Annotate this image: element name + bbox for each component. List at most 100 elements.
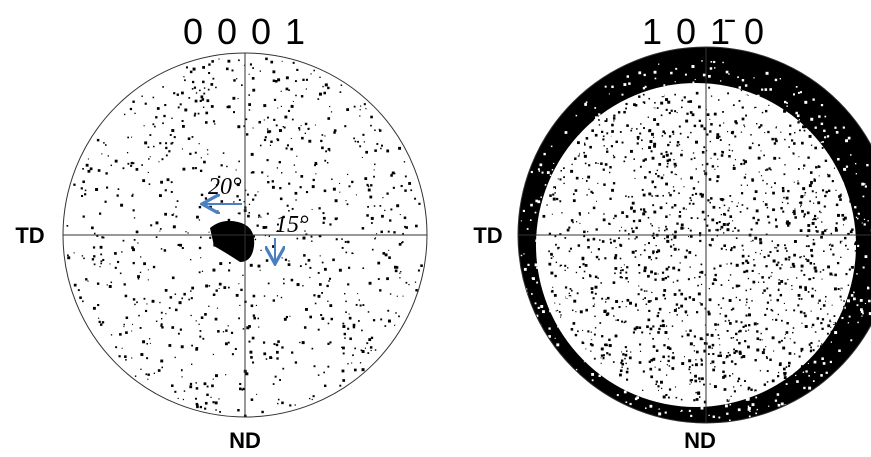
speck <box>252 127 254 129</box>
speck <box>692 152 695 154</box>
speck <box>237 408 240 412</box>
speck <box>701 377 704 381</box>
speck <box>613 256 617 260</box>
speck <box>809 261 813 265</box>
speck <box>341 346 343 348</box>
speck <box>604 343 608 347</box>
speck <box>708 287 711 290</box>
speck <box>159 228 162 230</box>
speck <box>101 153 103 155</box>
speck <box>655 172 657 175</box>
speck <box>651 180 654 183</box>
speck <box>653 136 655 138</box>
speck <box>568 323 571 326</box>
speck <box>536 314 539 317</box>
speck <box>212 77 215 80</box>
speck <box>709 140 712 143</box>
speck <box>227 218 231 222</box>
speck <box>640 288 643 291</box>
speck <box>685 330 687 332</box>
speck <box>840 193 842 195</box>
speck <box>89 167 93 171</box>
speck <box>298 129 301 131</box>
speck <box>683 356 686 358</box>
speck <box>610 358 612 360</box>
speck <box>189 70 193 74</box>
speck <box>740 184 743 186</box>
speck <box>159 230 161 232</box>
speck <box>634 304 637 307</box>
speck <box>798 350 801 353</box>
speck <box>729 419 731 422</box>
speck <box>98 317 100 319</box>
speck <box>608 353 611 356</box>
speck <box>606 148 608 150</box>
speck <box>245 118 248 121</box>
speck <box>812 242 816 246</box>
speck <box>252 198 255 201</box>
speck <box>767 215 770 218</box>
speck <box>572 193 575 196</box>
speck <box>390 208 393 211</box>
speck <box>829 360 832 364</box>
speck <box>791 262 795 266</box>
speck <box>207 88 210 91</box>
speck <box>280 296 283 299</box>
speck <box>746 184 749 186</box>
speck <box>834 227 838 230</box>
speck <box>240 288 243 292</box>
speck <box>606 150 609 153</box>
speck <box>777 313 780 316</box>
speck <box>311 398 313 401</box>
speck <box>850 294 854 297</box>
speck <box>370 115 373 119</box>
speck <box>709 100 712 103</box>
speck <box>542 247 545 250</box>
speck <box>373 169 375 171</box>
speck <box>579 310 583 314</box>
speck <box>652 345 656 348</box>
axis-label: TD <box>15 223 44 248</box>
speck <box>666 346 670 350</box>
speck <box>577 244 581 247</box>
speck <box>756 348 760 352</box>
speck <box>814 289 817 292</box>
speck <box>697 284 699 287</box>
speck <box>836 261 840 265</box>
speck <box>200 316 204 319</box>
speck <box>257 191 259 193</box>
speck <box>262 226 266 229</box>
speck <box>602 127 606 131</box>
speck <box>146 357 149 360</box>
speck <box>762 201 764 203</box>
speck <box>686 112 689 115</box>
speck <box>174 390 177 393</box>
speck <box>708 229 711 232</box>
speck <box>738 341 741 345</box>
speck <box>271 180 274 183</box>
speck <box>660 101 664 105</box>
speck <box>106 284 108 286</box>
speck <box>361 329 363 332</box>
speck <box>232 96 236 100</box>
speck <box>378 129 382 132</box>
speck <box>258 214 261 217</box>
speck <box>753 264 756 267</box>
speck <box>771 240 773 242</box>
speck <box>697 391 701 395</box>
speck <box>204 401 208 405</box>
speck <box>720 97 722 99</box>
speck <box>781 264 783 266</box>
speck <box>716 133 720 137</box>
speck <box>570 160 572 163</box>
speck <box>275 124 278 127</box>
speck <box>300 95 304 98</box>
speck <box>357 320 360 322</box>
speck <box>747 388 750 391</box>
speck <box>642 193 646 197</box>
speck <box>703 349 707 353</box>
speck <box>850 339 853 342</box>
speck <box>201 270 204 272</box>
axis-label: TD <box>473 223 502 248</box>
speck <box>354 347 357 350</box>
